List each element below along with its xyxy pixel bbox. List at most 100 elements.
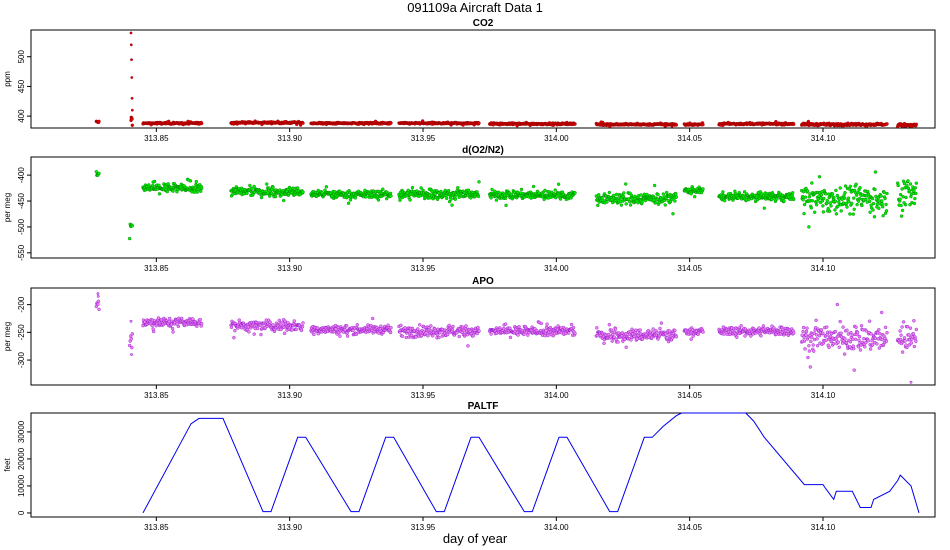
data-point — [376, 198, 381, 202]
data-point — [247, 330, 251, 334]
data-point — [661, 192, 665, 196]
panel-frame — [30, 156, 936, 259]
data-point — [421, 188, 425, 192]
data-point — [900, 208, 905, 213]
data-point — [471, 334, 475, 338]
x-tick-label: 313.85 — [144, 391, 169, 400]
data-point — [723, 199, 727, 203]
x-tick-label: 314.05 — [677, 264, 702, 273]
panel-2 — [27, 287, 936, 389]
data-point — [673, 199, 677, 203]
data-point — [913, 186, 918, 190]
data-point — [674, 192, 678, 196]
data-point — [906, 179, 910, 183]
data-point — [901, 320, 906, 324]
data-point — [829, 204, 833, 208]
data-point — [607, 190, 612, 195]
data-point — [573, 191, 577, 195]
data-point — [271, 185, 275, 189]
data-point — [912, 189, 916, 193]
data-point — [880, 337, 884, 342]
data-point — [880, 202, 884, 206]
data-point — [597, 193, 601, 197]
data-point — [825, 325, 829, 329]
data-point — [822, 196, 826, 201]
data-point — [902, 181, 907, 186]
panel-title: CO2 — [473, 18, 494, 29]
data-point — [543, 188, 547, 193]
data-point — [842, 196, 847, 200]
x-tick-label: 313.95 — [411, 264, 436, 273]
data-point — [573, 122, 577, 126]
data-point — [853, 337, 858, 341]
x-tick-label: 314.10 — [811, 391, 836, 400]
data-point — [624, 202, 628, 206]
data-point — [858, 348, 863, 352]
data-point — [152, 179, 157, 184]
data-point — [569, 322, 574, 327]
y-tick-label: 0 — [17, 510, 26, 515]
data-point — [805, 326, 809, 330]
data-point — [848, 340, 853, 344]
data-point — [759, 334, 763, 338]
data-point — [813, 210, 817, 214]
data-point — [640, 200, 644, 204]
data-point — [867, 199, 872, 204]
data-point — [338, 334, 342, 338]
data-point — [807, 195, 812, 199]
data-point — [903, 339, 907, 343]
data-point — [232, 336, 236, 340]
data-point — [885, 331, 889, 335]
data-point — [301, 121, 305, 125]
data-point — [416, 327, 420, 331]
data-point — [877, 328, 881, 332]
data-point — [477, 329, 481, 333]
data-point — [782, 199, 786, 203]
data-point — [898, 192, 903, 197]
data-point — [905, 345, 909, 350]
data-point — [457, 334, 461, 339]
data-point — [129, 337, 133, 341]
data-point — [450, 203, 454, 207]
data-point — [862, 336, 866, 341]
data-point — [477, 121, 481, 125]
data-point — [803, 195, 808, 199]
data-point — [810, 181, 814, 185]
data-point — [884, 209, 889, 213]
data-point — [410, 185, 415, 190]
data-point — [546, 333, 550, 338]
data-point — [791, 197, 796, 202]
data-point — [369, 323, 373, 328]
data-point — [911, 332, 916, 336]
y-axis-label: per meg — [3, 193, 12, 222]
data-point — [868, 210, 872, 214]
data-point — [835, 302, 840, 307]
data-point — [801, 198, 805, 202]
data-point — [426, 334, 430, 338]
data-point — [857, 338, 861, 342]
data-point — [791, 191, 795, 195]
data-point — [673, 328, 677, 333]
data-point — [850, 201, 854, 206]
x-tick-label: 313.90 — [277, 391, 302, 400]
data-point — [614, 192, 619, 197]
data-point — [791, 122, 796, 126]
data-point — [445, 332, 450, 337]
data-point — [808, 365, 813, 369]
data-point — [96, 302, 100, 306]
data-point — [130, 108, 134, 112]
data-point — [130, 76, 134, 79]
data-point — [900, 325, 904, 329]
data-point — [900, 187, 904, 191]
x-tick-label: 313.90 — [277, 134, 302, 143]
data-point — [652, 183, 657, 188]
panel-title: PALTF — [468, 401, 499, 412]
data-point — [761, 324, 765, 328]
data-point — [674, 335, 679, 339]
data-point — [912, 344, 917, 349]
data-point — [477, 180, 481, 184]
data-point — [882, 190, 886, 195]
series-points — [94, 31, 919, 129]
data-point — [619, 203, 624, 207]
data-point — [280, 321, 284, 325]
